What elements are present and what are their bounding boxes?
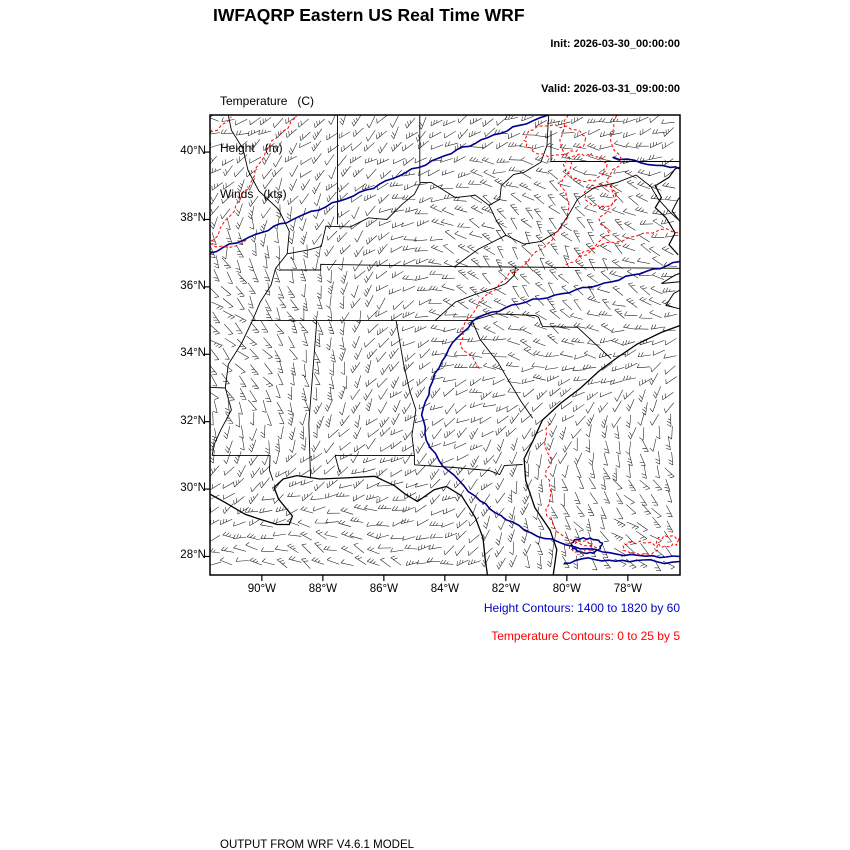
lon-label: 90°W bbox=[247, 583, 276, 595]
lon-label: 80°W bbox=[552, 583, 581, 595]
lat-label: 38°N bbox=[180, 212, 206, 225]
lat-label: 34°N bbox=[180, 347, 206, 360]
legend-temperature-label: Temperature (C) bbox=[220, 94, 315, 108]
lat-label: 30°N bbox=[180, 482, 206, 495]
legend-height-label: Height (m) bbox=[220, 140, 283, 155]
lon-label: 88°W bbox=[308, 583, 337, 595]
page-title: IWFAQRP Eastern US Real Time WRF bbox=[213, 5, 525, 25]
footer-model-line: OUTPUT FROM WRF V4.6.1 MODEL bbox=[220, 839, 415, 850]
valid-time: Valid: 2026-03-31_09:00:00 bbox=[541, 83, 680, 95]
temperature-contour-caption: Temperature Contours: 0 to 25 by 5 bbox=[491, 629, 680, 643]
height-contour-caption: Height Contours: 1400 to 1820 by 60 bbox=[483, 601, 680, 615]
model-footer: OUTPUT FROM WRF V4.6.1 MODEL WE = 1000 ;… bbox=[220, 810, 695, 850]
lon-label: 82°W bbox=[491, 583, 520, 595]
lat-label: 40°N bbox=[180, 145, 206, 158]
lat-label: 32°N bbox=[180, 414, 206, 427]
init-valid-block: Init: 2026-03-30_00:00:00 Valid: 2026-03… bbox=[541, 7, 680, 127]
init-time: Init: 2026-03-30_00:00:00 bbox=[550, 38, 680, 50]
lon-label: 84°W bbox=[430, 583, 459, 595]
lon-label: 86°W bbox=[369, 583, 398, 595]
lon-label: 78°W bbox=[613, 583, 642, 595]
lat-label: 28°N bbox=[180, 549, 206, 562]
lat-label: 36°N bbox=[180, 279, 206, 292]
